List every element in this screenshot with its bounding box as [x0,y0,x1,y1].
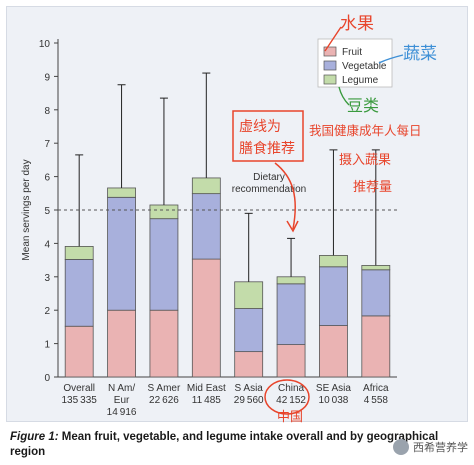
bar-legume-0 [64,246,94,260]
bar-fruit-5 [276,344,306,378]
legend-label-fruit: Fruit [342,47,362,58]
legend-swatch-fruit [323,46,337,57]
legend-swatch-legume [323,74,337,85]
figure-label: Figure 1: [10,431,59,443]
bar-fruit-4 [234,351,264,378]
bar-legume-6 [319,255,348,268]
category-sample-size: 4 558 [364,395,389,406]
bar-vegetable-5 [276,283,306,346]
bar-vegetable-2 [149,218,179,311]
chart-panel: 0 1 2 3 4 5 6 7 8 9 10 Mean servings per day Overall… [6,6,468,423]
y-tick-label: 5 [44,206,50,217]
legume-arrow [338,86,350,106]
legume-handwritten-note: 豆类 [347,96,379,115]
fruit-handwritten-note: 水果 [340,14,374,34]
legend-label-vegetable: Vegetable [342,61,387,72]
side-note-line1: 我国健康成年人每日 [309,123,422,138]
category-label: Eur [114,395,130,406]
china-highlight-circle [264,379,310,415]
category-sample-size: 42 152 [276,395,306,406]
caption-text: Mean fruit, vegetable, and legume intake… [10,431,439,458]
y-tick-label: 4 [44,239,50,250]
category-sample-size: 29 560 [234,395,264,406]
bar-legume-1 [107,187,136,198]
category-sample-size: 22 626 [149,395,179,406]
y-tick-label: 2 [44,306,50,317]
y-axis-title: Mean servings per day [21,159,32,260]
recommendation-note-box [232,110,304,162]
category-label: N Am/ [108,383,135,394]
bar-legume-3 [191,177,221,195]
side-note-line2: 摄入蔬果 [339,153,391,168]
category-label: S Asia [235,383,264,394]
category-sample-size: 135 335 [62,395,98,406]
side-note-line3: 推荐量 [353,180,392,195]
legend-label-legume: Legume [342,75,379,86]
bar-fruit-2 [149,309,179,378]
category-label: China [278,383,305,394]
bar-legume-5 [276,276,306,285]
bar-fruit-0 [64,325,94,378]
vegetable-arrow [378,54,404,64]
category-sample-size: 10 038 [319,395,349,406]
bar-vegetable-7 [361,269,391,317]
watermark: 西希营养学 [393,439,468,455]
y-tick-label: 7 [44,139,50,150]
y-tick-label: 6 [44,173,50,184]
bar-legume-4 [234,281,264,309]
bar-fruit-3 [191,258,221,378]
annotation-arrow [274,162,296,230]
category-label: Africa [363,383,389,394]
bar-fruit-7 [361,315,391,378]
wechat-icon [393,439,409,455]
annotation-arrowhead [286,220,299,233]
vegetable-handwritten-note: 蔬菜 [403,44,437,64]
recommendation-note-line1: 虚线为 [239,119,281,135]
bar-vegetable-6 [319,266,348,326]
bar-fruit-6 [319,325,348,378]
bar-vegetable-1 [107,196,136,311]
category-label: Mid East [187,383,226,394]
fruit-arrow [324,26,342,52]
recommendation-note-line2: 膳食推荐 [239,140,295,157]
bar-legume-2 [149,204,179,220]
reference-label-line2: recommendation [232,184,306,195]
y-tick-label: 8 [44,106,50,117]
figure-caption: Figure 1: Mean fruit, vegetable, and leg… [10,430,460,460]
category-label: SE Asia [316,383,351,394]
bar-vegetable-4 [234,308,264,353]
reference-label-line1: Dietary [253,172,285,183]
bar-vegetable-0 [64,259,94,327]
category-sample-size: 11 485 [192,395,222,406]
bar-legume-7 [361,265,391,271]
y-tick-label: 10 [39,39,51,50]
category-label: S Amer [148,383,181,394]
legend-swatch-vegetable [323,60,337,71]
bar-vegetable-3 [191,193,221,260]
bar-fruit-1 [107,309,136,378]
stacked-bar-chart: 0 1 2 3 4 5 6 7 8 9 10 Mean servings per day Overall… [21,14,437,423]
china-handwritten-note: 中国 [277,410,303,423]
category-label: Overall [63,383,95,394]
y-tick-label: 3 [44,273,50,284]
y-tick-label: 9 [44,72,50,83]
y-tick-label: 0 [44,373,50,384]
y-tick-label: 1 [44,340,50,351]
category-sample-size: 14 916 [107,407,137,418]
watermark-text: 西希营养学 [413,442,468,454]
